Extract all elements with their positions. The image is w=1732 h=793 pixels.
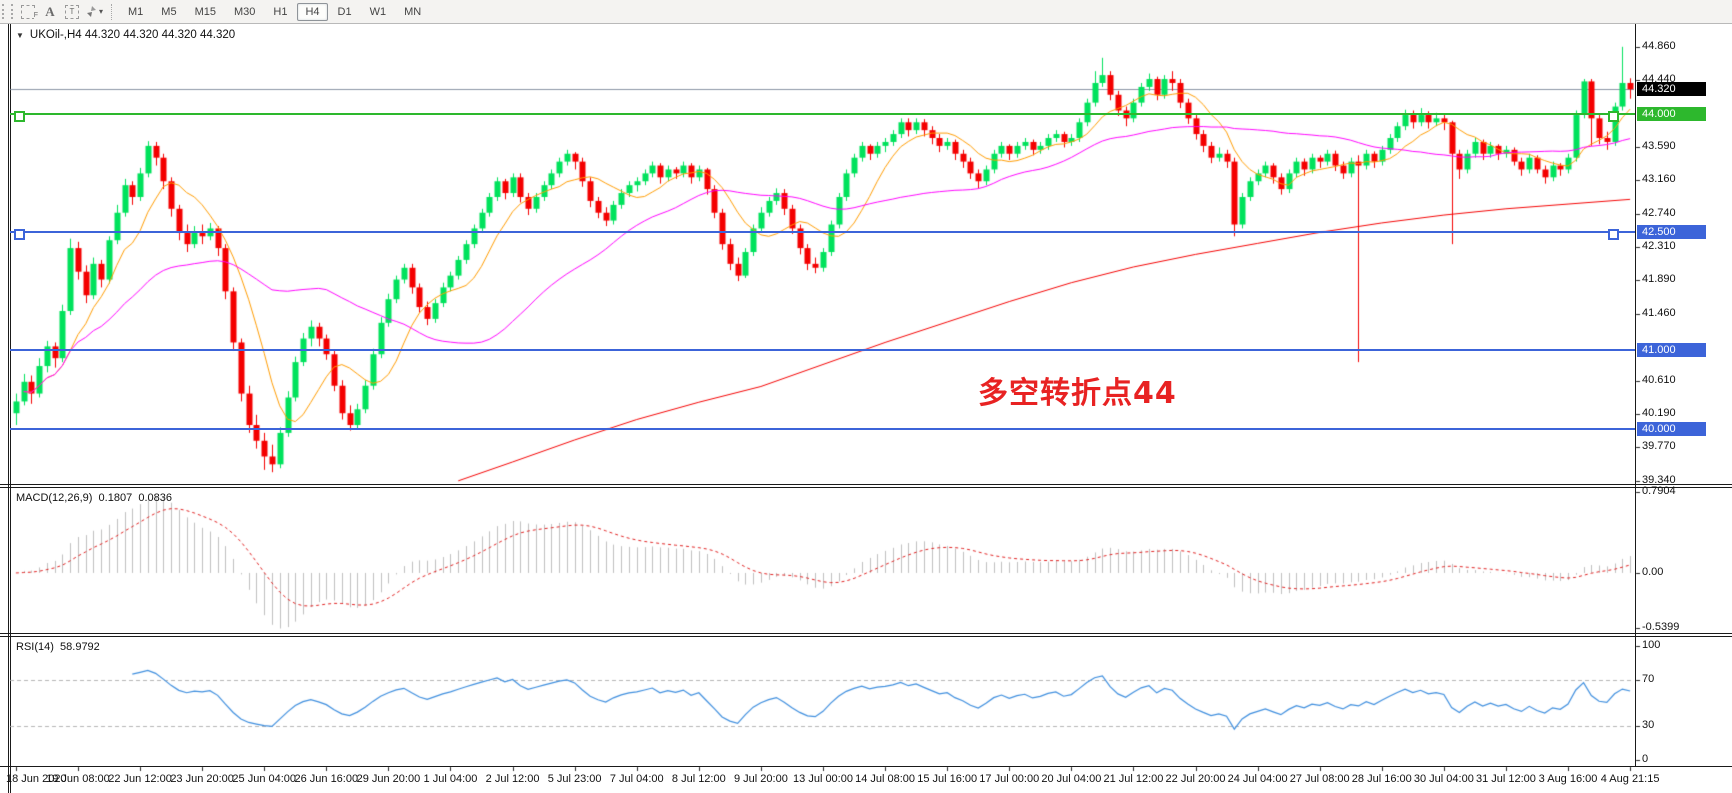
rsi-value: 58.9792: [60, 641, 100, 653]
horizontal-line-42.500[interactable]: [10, 231, 1635, 234]
y-axis-label: 39.340: [1642, 473, 1676, 486]
x-axis-label: 15 Jul 16:00: [917, 773, 978, 785]
y-axis-label: 43.590: [1642, 139, 1676, 152]
x-axis-label: 26 Jun 16:00: [294, 773, 359, 785]
horizontal-line-44.000[interactable]: [10, 113, 1635, 116]
x-axis-label: 22 Jun 12:00: [108, 773, 172, 785]
line-handle[interactable]: [14, 228, 25, 240]
x-axis-label: 23 Jun 20:00: [170, 773, 234, 785]
y-axis-label: 44.860: [1642, 39, 1676, 52]
price-badge: 44.000: [1637, 107, 1706, 122]
macd-axis-label: 0.00: [1642, 565, 1664, 578]
x-axis-label: 31 Jul 12:00: [1475, 773, 1536, 785]
chart-header: ▼ UKOil-,H4 44.320 44.320 44.320 44.320: [16, 29, 235, 41]
y-axis-label: 39.770: [1642, 440, 1676, 453]
horizontal-line-41.000[interactable]: [10, 349, 1635, 352]
x-axis-label: 21 Jul 12:00: [1103, 773, 1164, 785]
x-axis-label: 28 Jul 16:00: [1351, 773, 1412, 785]
x-axis-label: 13 Jul 00:00: [793, 773, 853, 785]
x-axis-label: 14 Jul 08:00: [855, 773, 916, 785]
macd-value-main: 0.1807: [98, 492, 133, 504]
price-badge: 42.500: [1637, 225, 1706, 240]
x-axis-label: 3 Aug 16:00: [1538, 773, 1598, 785]
y-axis-label: 42.740: [1642, 206, 1676, 219]
line-handle[interactable]: [1608, 228, 1619, 240]
y-axis-label: 43.160: [1642, 173, 1676, 186]
x-axis-label: 8 Jul 12:00: [671, 773, 726, 785]
line-handle[interactable]: [14, 110, 25, 122]
rsi-axis-label: 70: [1642, 673, 1655, 686]
x-axis-label: 9 Jul 20:00: [733, 773, 788, 785]
x-axis-label: 18 Jun 2020: [6, 773, 67, 785]
y-axis-label: 40.610: [1642, 373, 1676, 386]
y-axis-label: 41.890: [1642, 273, 1676, 286]
line-handle[interactable]: [1608, 110, 1619, 122]
macd-axis-label: 0.7904: [1642, 484, 1676, 497]
price-badge: 40.000: [1637, 421, 1706, 436]
chart-title: UKOil-,H4 44.320 44.320 44.320 44.320: [29, 29, 236, 41]
x-axis-label: 4 Aug 21:15: [1600, 773, 1660, 785]
y-axis-label: 44.440: [1642, 72, 1676, 85]
rsi-label: RSI(14) 58.9792: [16, 641, 100, 653]
rsi-axis-label: 30: [1642, 718, 1655, 731]
x-axis-label: 1 Jul 04:00: [423, 773, 478, 785]
x-axis-label: 27 Jul 08:00: [1289, 773, 1350, 785]
macd-name: MACD(12,26,9): [16, 492, 93, 504]
x-axis-label: 22 Jul 20:00: [1165, 773, 1226, 785]
x-axis-label: 17 Jul 00:00: [979, 773, 1040, 785]
x-axis-label: 25 Jun 04:00: [232, 773, 297, 785]
chart-text-annotation[interactable]: 多空转折点44: [978, 376, 1177, 411]
macd-label: MACD(12,26,9) 0.1807 0.0836: [16, 492, 172, 504]
macd-axis-label: -0.5399: [1642, 621, 1680, 634]
macd-value-signal: 0.0836: [138, 492, 172, 504]
price-badge: 41.000: [1637, 343, 1706, 358]
y-axis-label: 41.460: [1642, 307, 1676, 320]
x-axis-label: 24 Jul 04:00: [1227, 773, 1288, 785]
symbol-collapse-icon[interactable]: ▼: [16, 30, 24, 40]
rsi-axis-label: 100: [1642, 639, 1661, 652]
y-axis-label: 42.310: [1642, 240, 1676, 253]
x-axis-label: 5 Jul 23:00: [547, 773, 602, 785]
x-axis-label: 19 Jun 08:00: [46, 773, 110, 785]
x-axis-label: 30 Jul 04:00: [1413, 773, 1474, 785]
horizontal-line-40.000[interactable]: [10, 427, 1635, 430]
x-axis-label: 2 Jul 12:00: [485, 773, 540, 785]
x-axis-label: 29 Jun 20:00: [356, 773, 421, 785]
current-price-badge: 44.320: [1637, 82, 1706, 97]
y-axis-label: 40.190: [1642, 407, 1676, 420]
x-axis-label: 20 Jul 04:00: [1041, 773, 1102, 785]
rsi-axis-label: 0: [1642, 752, 1649, 765]
rsi-name: RSI(14): [16, 641, 54, 653]
x-axis-label: 7 Jul 04:00: [609, 773, 664, 785]
